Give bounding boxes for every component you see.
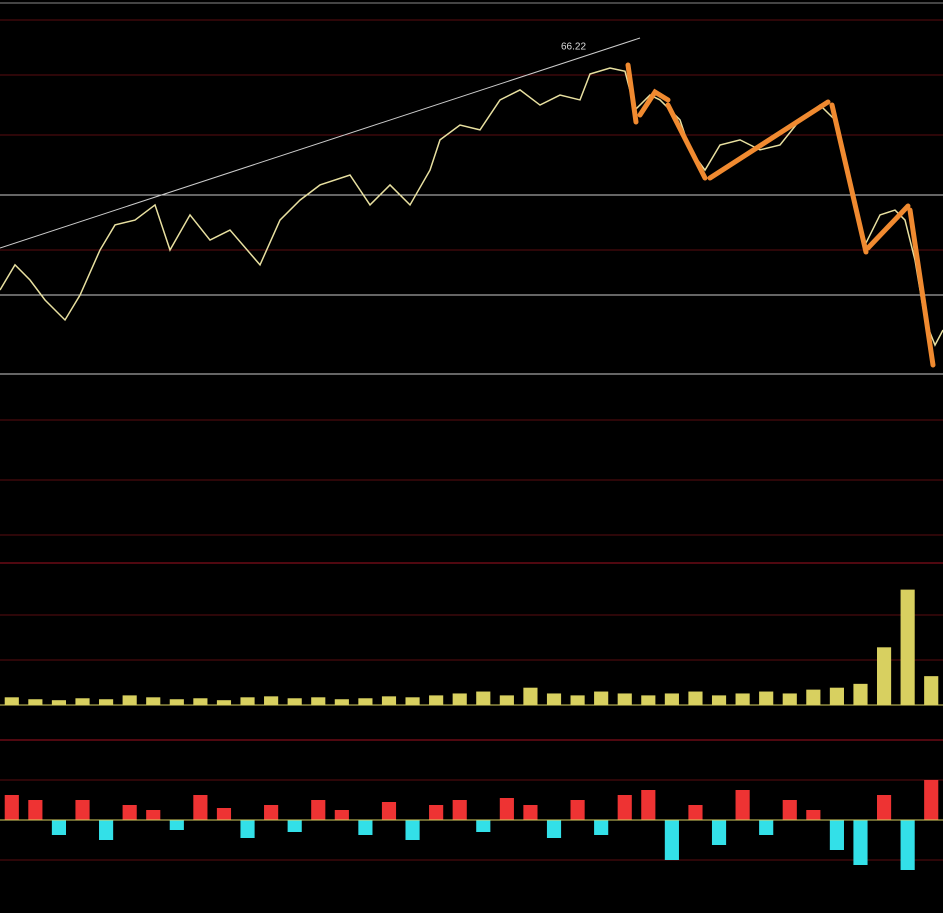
bar <box>711 695 727 705</box>
bar <box>594 691 609 705</box>
bar <box>664 693 679 705</box>
bar <box>240 820 255 838</box>
arrows <box>625 62 936 368</box>
bar <box>876 795 892 820</box>
bar <box>4 795 19 820</box>
bar <box>405 820 420 840</box>
plot <box>0 67 943 870</box>
bar <box>51 820 67 835</box>
bar <box>829 687 844 705</box>
arrow <box>665 102 708 181</box>
bar <box>216 700 232 705</box>
bar <box>499 695 514 705</box>
bar <box>641 790 656 820</box>
bar <box>193 698 208 705</box>
bar <box>476 820 491 832</box>
bar <box>4 697 19 705</box>
bar <box>75 698 90 705</box>
bar <box>405 697 420 705</box>
bar <box>429 805 444 820</box>
bar <box>122 805 137 820</box>
bar <box>688 691 703 705</box>
bar <box>688 805 703 820</box>
bar <box>523 687 538 705</box>
bar <box>287 698 302 705</box>
bar <box>28 800 43 820</box>
bar <box>900 589 915 705</box>
bar <box>476 691 491 705</box>
bar <box>570 695 585 705</box>
bar <box>287 820 302 832</box>
bar <box>853 820 868 865</box>
price-annotation: 66.22 <box>561 42 586 53</box>
bar <box>499 798 514 820</box>
bar <box>546 820 562 838</box>
bar <box>99 699 114 705</box>
bar <box>546 693 562 705</box>
bar <box>169 699 184 705</box>
bar <box>51 700 67 705</box>
arrow <box>625 62 639 125</box>
bar <box>99 820 114 840</box>
trend-line <box>0 37 641 249</box>
bar <box>924 676 939 705</box>
bar <box>782 800 797 820</box>
bar <box>311 800 326 820</box>
bar <box>122 695 137 705</box>
bar <box>264 805 279 820</box>
bar <box>782 693 797 705</box>
bar <box>358 698 373 705</box>
arrow <box>829 102 869 255</box>
bar <box>829 820 844 850</box>
bar <box>806 689 821 705</box>
bar <box>264 696 279 705</box>
bar <box>876 647 892 705</box>
bar <box>381 802 397 820</box>
bar <box>193 795 208 820</box>
bar <box>75 800 90 820</box>
bar <box>924 780 939 820</box>
bar <box>900 820 915 870</box>
bar <box>617 795 632 820</box>
bar <box>759 820 774 835</box>
bar <box>523 805 538 820</box>
bar <box>617 693 632 705</box>
arrow <box>707 99 831 181</box>
bar <box>664 820 679 860</box>
bar <box>711 820 727 845</box>
bar <box>594 820 609 835</box>
bar <box>735 790 750 820</box>
bar <box>429 695 444 705</box>
bar <box>570 800 585 820</box>
bar <box>358 820 373 835</box>
bar <box>169 820 184 830</box>
price-line <box>0 67 943 347</box>
arrow <box>865 203 911 251</box>
bar <box>452 800 467 820</box>
bar <box>146 697 161 705</box>
bar <box>334 810 349 820</box>
bar <box>735 693 750 705</box>
bar <box>853 683 868 705</box>
bar <box>240 697 255 705</box>
bar <box>452 693 467 705</box>
bar <box>28 699 43 705</box>
bar <box>146 810 161 820</box>
bar <box>381 696 397 705</box>
bar <box>759 691 774 705</box>
bar <box>641 695 656 705</box>
bar <box>334 699 349 705</box>
arrow <box>907 207 936 368</box>
bar <box>806 810 821 820</box>
bar <box>216 808 232 820</box>
arrow <box>637 88 671 118</box>
layout-lines <box>0 2 943 861</box>
bar <box>311 697 326 705</box>
